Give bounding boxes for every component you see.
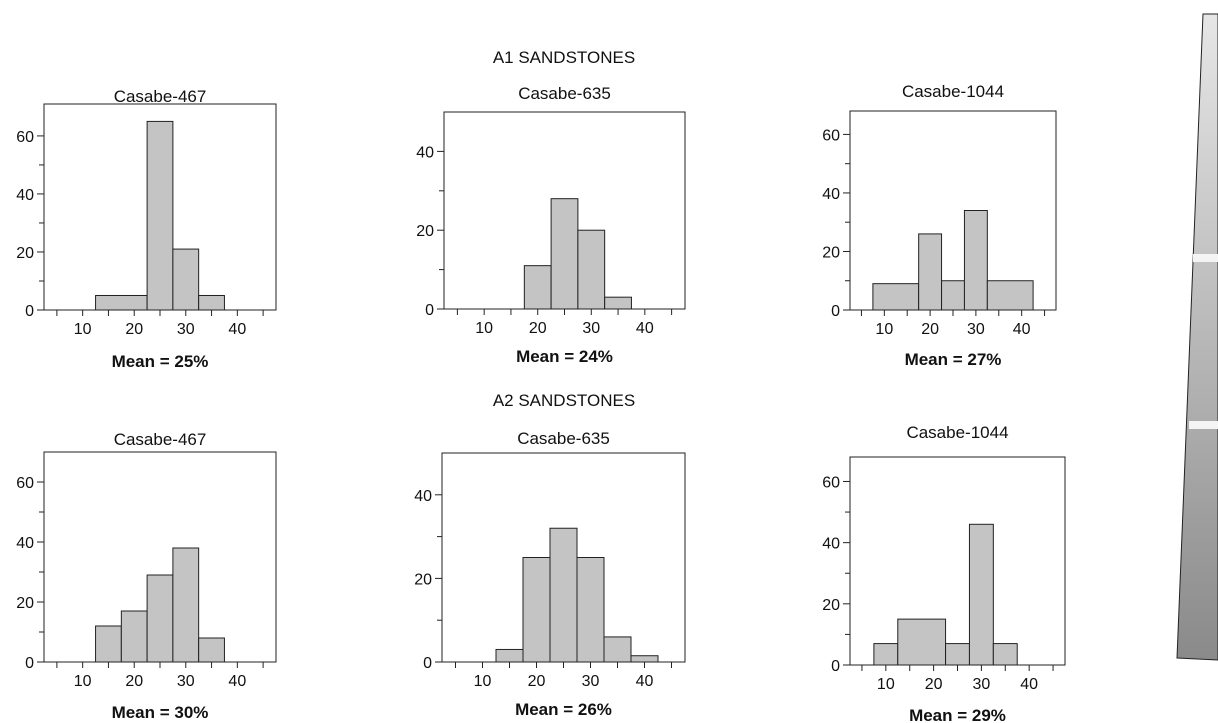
chart-title: Casabe-467 (114, 87, 207, 106)
chart-title: Casabe-635 (518, 84, 611, 103)
y-tick-label: 20 (416, 223, 434, 240)
y-tick-label: 0 (831, 658, 840, 675)
plot-frame (849, 110, 1057, 311)
histogram-bar (95, 625, 122, 663)
mean-label: Mean = 26% (515, 700, 612, 719)
y-tick-label: 0 (831, 303, 840, 320)
x-tick-label: 30 (582, 673, 600, 690)
histogram-bar (968, 523, 994, 666)
y-tick-label: 60 (16, 129, 34, 146)
x-tick-label: 10 (875, 321, 893, 338)
mean-label: Mean = 29% (909, 706, 1006, 723)
x-tick-label: 30 (177, 321, 195, 338)
histogram-bar (495, 648, 524, 663)
histogram-bar (963, 210, 988, 311)
chart-title: Casabe-467 (114, 430, 207, 449)
y-tick-label: 20 (16, 595, 34, 612)
y-tick-label: 0 (425, 302, 434, 319)
histogram-bar (576, 557, 605, 663)
x-tick-label: 20 (925, 676, 943, 693)
x-tick-label: 10 (475, 320, 493, 337)
x-tick-label: 30 (972, 676, 990, 693)
x-tick-label: 10 (74, 321, 92, 338)
a2-group-title: A2 SANDSTONES (492, 391, 636, 410)
histogram-bar (941, 280, 965, 311)
mean-label: Mean = 30% (112, 703, 209, 722)
x-tick-label: 30 (177, 673, 195, 690)
histogram-bar (945, 643, 970, 666)
histogram-bar (523, 265, 552, 310)
chart-title: Casabe-1044 (906, 423, 1008, 442)
plot-frame (849, 456, 1066, 666)
histogram-bar (95, 294, 148, 311)
y-tick-label: 60 (822, 474, 840, 491)
y-tick-label: 0 (25, 655, 34, 672)
y-tick-label: 0 (423, 655, 432, 672)
histogram-bar (992, 643, 1018, 666)
y-tick-label: 40 (16, 535, 34, 552)
histogram-bar (198, 637, 225, 663)
wedge-shape (1176, 13, 1218, 661)
x-tick-label: 20 (921, 321, 939, 338)
chart-title: Casabe-1044 (902, 82, 1004, 101)
wedge-band-upper (1193, 254, 1218, 262)
histogram-bar (630, 655, 659, 663)
histogram-bar (550, 198, 579, 310)
x-tick-label: 40 (228, 673, 246, 690)
y-tick-label: 20 (822, 244, 840, 261)
y-tick-label: 40 (416, 144, 434, 161)
x-tick-label: 20 (528, 673, 546, 690)
x-tick-label: 40 (636, 673, 654, 690)
y-tick-label: 20 (16, 245, 34, 262)
x-tick-label: 10 (877, 676, 895, 693)
x-tick-label: 20 (125, 673, 143, 690)
chart-title: Casabe-635 (517, 429, 610, 448)
histogram-bar (198, 294, 225, 311)
x-tick-label: 20 (125, 321, 143, 338)
mean-label: Mean = 24% (516, 347, 613, 366)
histogram-bar (603, 636, 632, 663)
y-tick-label: 20 (822, 597, 840, 614)
histogram-bar (872, 283, 920, 311)
y-tick-label: 40 (414, 488, 432, 505)
histogram-bar (986, 280, 1034, 311)
y-tick-label: 20 (414, 571, 432, 588)
histogram-bar (918, 233, 943, 311)
porosity-wedge-graphic (1176, 13, 1218, 661)
y-tick-label: 40 (16, 187, 34, 204)
x-tick-label: 30 (967, 321, 985, 338)
mean-label: Mean = 25% (112, 352, 209, 371)
histogram-bar (549, 527, 578, 663)
histogram-bar (172, 248, 200, 311)
histogram-bar (146, 574, 174, 663)
histogram-bar (146, 120, 174, 311)
histogram-bar (577, 229, 606, 310)
y-tick-label: 0 (25, 303, 34, 320)
histogram-bar (522, 557, 551, 663)
wedge-band-lower (1189, 421, 1218, 429)
x-tick-label: 10 (474, 673, 492, 690)
x-tick-label: 20 (529, 320, 547, 337)
y-tick-label: 60 (16, 475, 34, 492)
y-tick-label: 40 (822, 536, 840, 553)
x-tick-label: 30 (582, 320, 600, 337)
histogram-bar (172, 547, 200, 663)
x-tick-label: 40 (636, 320, 654, 337)
mean-label: Mean = 27% (905, 350, 1002, 369)
a1-group-title: A1 SANDSTONES (492, 48, 636, 67)
histogram-bar (604, 296, 632, 310)
x-tick-label: 40 (1020, 676, 1038, 693)
y-tick-label: 40 (822, 186, 840, 203)
y-tick-label: 60 (822, 127, 840, 144)
histogram-bar (120, 610, 148, 663)
histogram-bar (897, 618, 947, 666)
x-tick-label: 40 (1013, 321, 1031, 338)
x-tick-label: 40 (228, 321, 246, 338)
histogram-panels: Casabe-467 10 20 30 40 0 20 40 60 Mean = 25% Casab… (16, 82, 1066, 723)
histogram-bar (873, 643, 899, 666)
x-tick-label: 10 (74, 673, 92, 690)
